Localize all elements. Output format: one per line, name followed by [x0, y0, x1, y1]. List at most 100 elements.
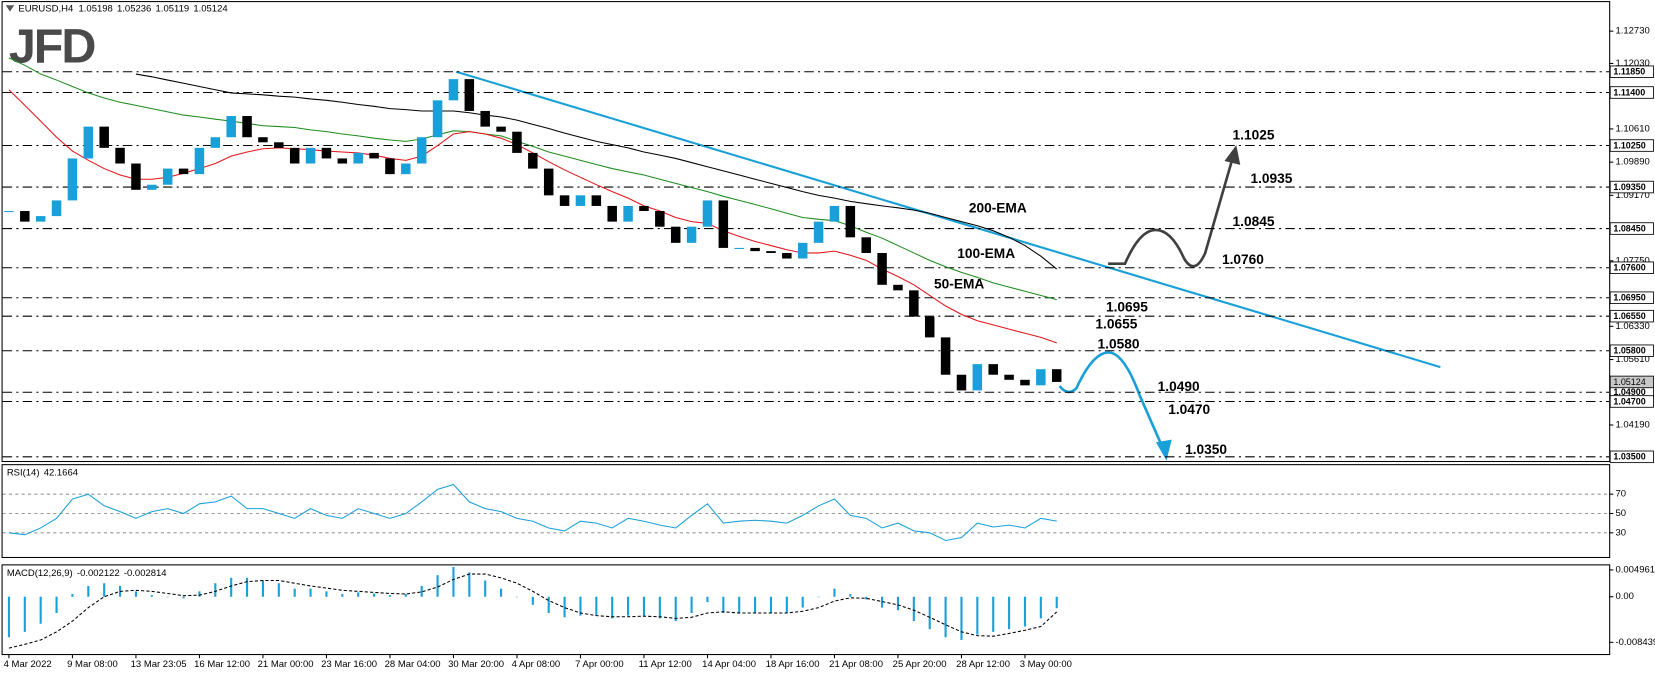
macd-bar [547, 596, 550, 613]
candle [797, 242, 808, 259]
candle [99, 126, 109, 148]
candle [782, 252, 792, 259]
candle [512, 131, 522, 153]
macd-bar [595, 596, 598, 616]
macd-bar [817, 596, 820, 598]
y-tick-label: -0.008439 [1615, 637, 1655, 648]
annotation: 1.0760 [1222, 252, 1264, 267]
x-tick-label: 23 Mar 16:00 [321, 659, 377, 670]
chart-header: EURUSD,H4 1.05198 1.05236 1.05119 1.05124 [18, 3, 227, 14]
macd-bar [214, 583, 217, 597]
y-tick-label: 1.12030 [1615, 58, 1649, 69]
macd-bar [230, 577, 233, 597]
candle [956, 374, 967, 391]
candle [385, 158, 395, 175]
macd-bar [388, 595, 391, 597]
candle [670, 226, 681, 243]
candle [448, 79, 459, 101]
macd-bar [261, 580, 264, 597]
candle [909, 290, 919, 317]
x-tick-label: 25 Apr 20:00 [893, 659, 947, 670]
level-label: 1.08450 [1613, 223, 1645, 233]
macd-bar [563, 596, 566, 618]
candle [591, 195, 602, 206]
macd-bar [277, 583, 280, 597]
macd-bar [103, 583, 106, 597]
candle [226, 116, 236, 138]
x-tick-label: 9 Mar 08:00 [67, 659, 118, 670]
ema-line [135, 73, 1058, 270]
ema-label: 200-EMA [969, 200, 1027, 215]
macd-bar [992, 596, 995, 632]
ema-line [8, 57, 1057, 301]
macd-bar [881, 596, 884, 608]
open: 1.05198 [79, 3, 113, 14]
macd-bar [754, 596, 757, 613]
x-tick-label: 7 Apr 00:00 [575, 659, 624, 670]
macd-bar [198, 591, 201, 597]
candle [861, 237, 871, 253]
x-tick-label: 18 Apr 16:00 [766, 659, 820, 670]
symbol-icon [5, 5, 15, 12]
macd-bar [87, 585, 90, 597]
candle [1036, 369, 1046, 386]
candle [1020, 379, 1030, 386]
macd-bar [690, 596, 693, 613]
macd-bar [134, 591, 137, 597]
candle [83, 126, 94, 159]
macd-bar [769, 596, 773, 613]
candle [607, 205, 617, 222]
annotation: 1.0490 [1158, 379, 1200, 394]
low: 1.05119 [156, 3, 190, 14]
macd-bar [468, 572, 471, 597]
candle [845, 205, 856, 238]
macd-bar [722, 596, 725, 613]
macd-bar [420, 585, 423, 597]
macd-bar [928, 596, 931, 630]
candle [813, 221, 824, 243]
macd-bar [23, 596, 26, 632]
macd-bar [642, 596, 646, 616]
level-label-box [1609, 222, 1654, 235]
candle [1004, 374, 1014, 380]
candle [162, 168, 173, 185]
candle [1051, 369, 1062, 382]
candle [147, 184, 157, 190]
logo: JFD [9, 19, 94, 73]
level-label-box [1609, 86, 1654, 99]
macd-bar [706, 596, 709, 603]
x-tick-label: 4 Mar 2022 [4, 659, 52, 670]
candle [401, 163, 411, 175]
candle [337, 158, 348, 164]
level-label-box [1609, 139, 1654, 152]
macd-bar [71, 594, 74, 597]
bearish-arrowhead [1156, 439, 1172, 461]
macd-bar [976, 596, 979, 635]
y-tick-label: 0.004961 [1615, 564, 1655, 575]
level-label: 1.10250 [1613, 140, 1645, 150]
macd-bar [484, 580, 487, 597]
candle [274, 142, 284, 148]
level-label: 1.04700 [1613, 396, 1645, 406]
candle [575, 195, 586, 206]
annotation: 1.0695 [1106, 300, 1148, 315]
macd-bar [1055, 596, 1058, 609]
candle [893, 284, 903, 291]
candle [559, 195, 570, 206]
level-label-box [1609, 291, 1654, 304]
candle [496, 126, 506, 132]
candle [734, 247, 744, 249]
current-price-box [1609, 375, 1654, 389]
level-label-box [1609, 344, 1654, 357]
x-tick-label: 21 Apr 08:00 [829, 659, 883, 670]
ema-label: 50-EMA [934, 276, 984, 291]
rsi-title: RSI(14) [7, 467, 40, 478]
bearish-scenario [1058, 351, 1165, 449]
macd-bar [309, 588, 312, 597]
rsi-line [8, 483, 1057, 542]
macd-bar [500, 588, 503, 597]
candle [464, 79, 475, 111]
level-label-box [1609, 395, 1654, 408]
candle [432, 100, 443, 138]
